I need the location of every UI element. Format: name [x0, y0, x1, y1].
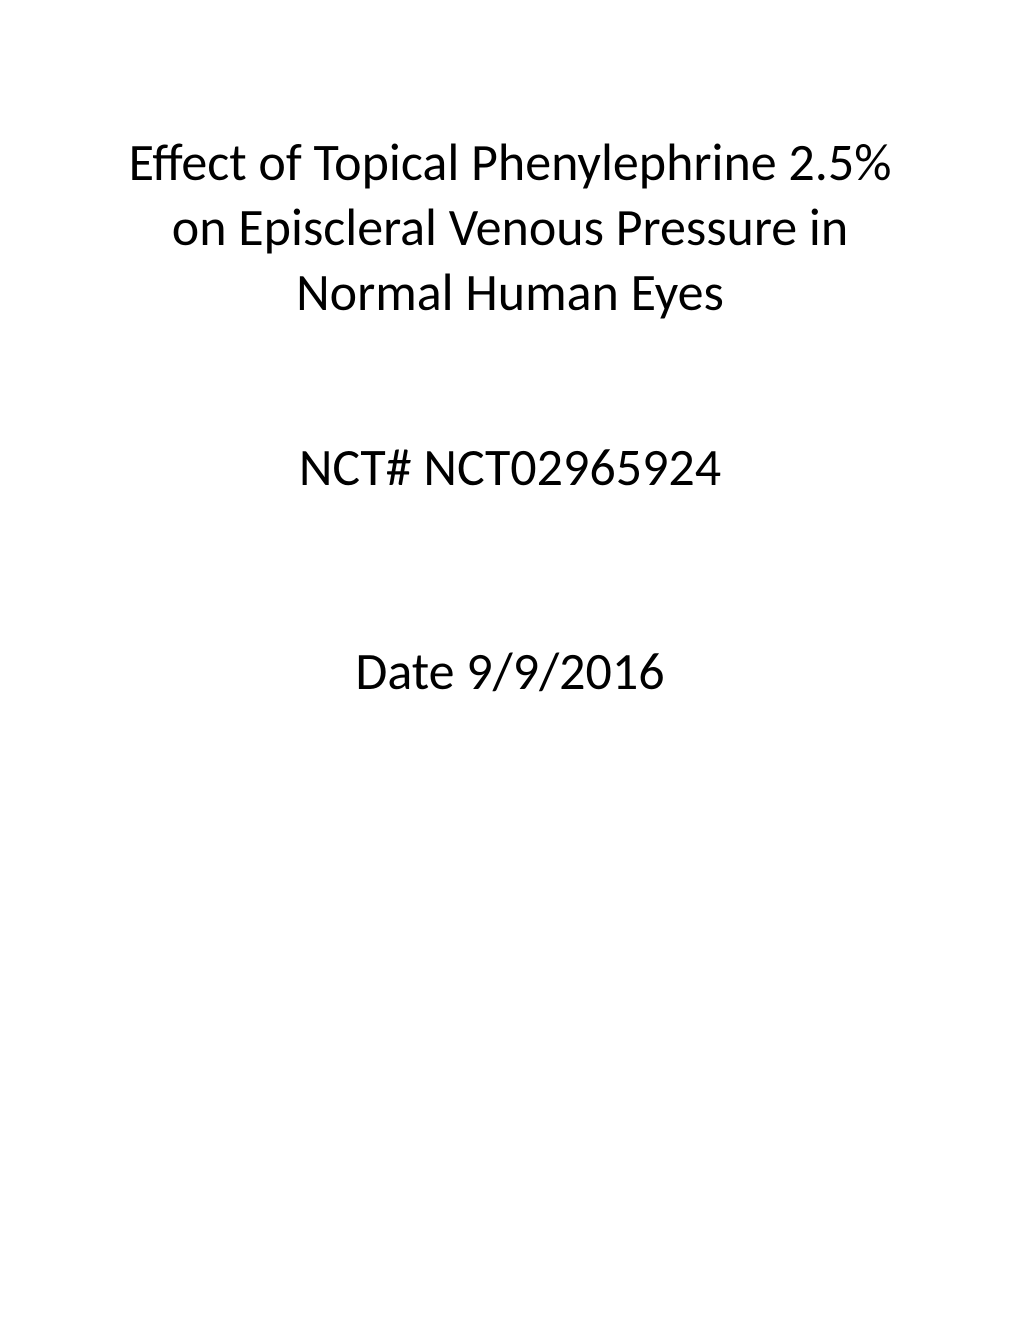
nct-number: NCT# NCT02965924 — [110, 435, 910, 499]
document-title: Effect of Topical Phenylephrine 2.5% on … — [110, 130, 910, 325]
document-page: Effect of Topical Phenylephrine 2.5% on … — [0, 0, 1020, 1320]
document-date: Date 9/9/2016 — [110, 639, 910, 703]
